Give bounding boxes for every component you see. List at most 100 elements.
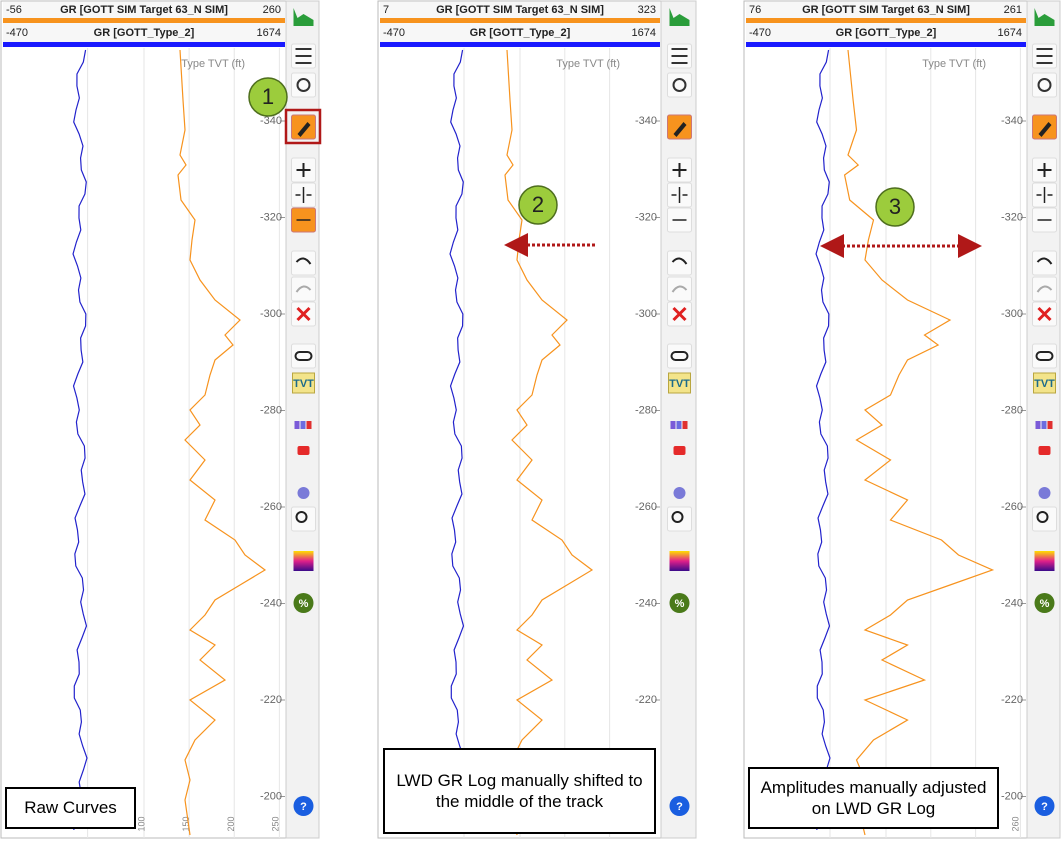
curve-bar [746,42,1026,47]
help-label: ? [1041,801,1048,813]
curve-bar [746,18,1026,23]
undo-icon [671,257,688,265]
redo-icon [1036,285,1053,293]
color-block [676,421,682,429]
redo-icon [671,285,688,293]
list-icon [295,48,312,64]
panel-frame [0,0,320,839]
link-icon [1035,351,1054,361]
settings-button[interactable] [667,72,692,98]
help-button[interactable] [669,796,690,816]
curve-max: 1674 [257,27,281,39]
step-badge [875,187,915,227]
x-tick-label: 250 [270,816,280,831]
help-label: ? [676,801,683,813]
axis-label: Type TVT (ft) [556,58,620,70]
curve-min: -56 [6,4,22,16]
curve-min: 76 [749,4,761,16]
map-icon [673,487,686,499]
settings-button[interactable] [291,72,316,98]
percent-button[interactable] [669,593,690,613]
curve-lwd [843,49,995,836]
tvt-button[interactable] [668,372,691,394]
x-tick-label: 200 [226,816,236,831]
highlight-box [284,108,322,145]
settings-button[interactable] [1032,72,1057,98]
redo-button[interactable] [1032,276,1057,302]
curve-max: 1674 [998,27,1022,39]
step-number: 1 [262,84,274,109]
y-tick-label: -300 [260,308,282,320]
split-icon [1036,187,1053,203]
pencil-icon [673,122,687,137]
search-button[interactable] [1032,506,1057,532]
help-button[interactable] [1034,796,1055,816]
curve-type [449,49,465,831]
color-block [300,421,306,429]
x-icon [1037,306,1052,322]
y-tick-label: -340 [635,115,657,127]
pencil-icon [1038,122,1052,137]
curve-name: GR [GOTT_Type_2] [470,27,571,39]
color-block [306,421,312,429]
y-tick-label: -220 [635,694,657,706]
link-button[interactable] [291,343,316,369]
caption-box: Amplitudes manually adjusted on LWD GR L… [748,767,999,829]
search-button[interactable] [291,506,316,532]
gear-icon [296,78,311,92]
percent-button[interactable] [293,593,314,613]
app-logo [1034,8,1055,26]
color-block [1047,421,1053,429]
tvt-button[interactable] [292,372,315,394]
panel-frame [743,0,1061,839]
y-tick-label: -200 [1001,790,1023,802]
link-button[interactable] [1032,343,1057,369]
list-icon [1036,48,1053,64]
y-tick-label: -220 [1001,694,1023,706]
split-icon [671,187,688,203]
y-tick-label: -280 [1001,404,1023,416]
split-icon [295,187,312,203]
list-icon [671,48,688,64]
tvt-button[interactable] [1033,372,1056,394]
color-map-button[interactable] [293,551,314,571]
undo-button[interactable] [1032,250,1057,276]
help-button[interactable] [293,796,314,816]
axis-label: Type TVT (ft) [922,58,986,70]
y-tick-label: -260 [635,501,657,513]
search-icon [671,511,684,523]
redo-button[interactable] [291,276,316,302]
y-tick-label: -280 [635,404,657,416]
step-number: 2 [532,192,544,217]
color-map-button[interactable] [669,551,690,571]
curve-bar [380,42,660,47]
step-number: 3 [889,194,901,219]
y-tick-label: -260 [1001,501,1023,513]
plus-icon [1037,163,1052,177]
undo-button[interactable] [291,250,316,276]
step-badge [518,185,558,225]
y-tick-label: -320 [1001,211,1023,223]
percent-label: % [675,598,685,610]
map-icon [297,487,310,499]
app-logo [669,8,690,26]
y-tick-label: -240 [635,597,657,609]
curve-lwd [504,49,594,836]
undo-button[interactable] [667,250,692,276]
log-panel: -56 GR [GOTT SIM Target 63_N SIM] 260 -470 G… [0,0,320,839]
search-button[interactable] [667,506,692,532]
x-icon [672,306,687,322]
curve-min: -470 [383,27,405,39]
color-map-button[interactable] [1034,551,1055,571]
percent-label: % [1040,598,1050,610]
step-badge [248,77,288,117]
caption-box: Raw Curves [5,787,136,829]
percent-button[interactable] [1034,593,1055,613]
x-tick-label: 260 [1011,816,1021,831]
redo-button[interactable] [667,276,692,302]
link-button[interactable] [667,343,692,369]
y-tick-label: -240 [1001,597,1023,609]
caption-box: LWD GR Log manually shifted to the middl… [383,748,656,834]
search-icon [295,511,308,523]
